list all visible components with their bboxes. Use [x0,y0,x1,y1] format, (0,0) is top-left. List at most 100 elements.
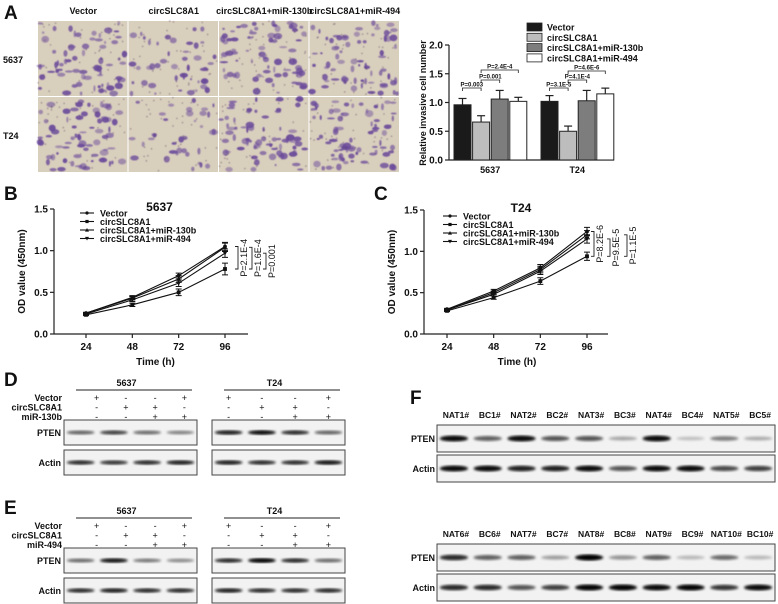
membrane-pore [78,114,81,116]
cell [199,125,204,128]
band [166,460,195,465]
cell [96,73,104,77]
cell [254,159,260,166]
membrane-pore [167,61,169,63]
membrane-pore [121,40,124,43]
cell [228,102,236,108]
membrane-pore [164,157,166,160]
membrane-pore [206,69,208,72]
treatment-sign: - [227,531,230,541]
membrane-pore [252,35,254,38]
membrane-pore [350,99,352,102]
membrane-pore [239,79,241,82]
band [608,465,638,472]
cell [72,55,78,61]
band [710,555,739,560]
membrane-pore [227,52,229,54]
membrane-pore [242,108,245,111]
membrane-pore [331,135,333,138]
membrane-pore [287,98,289,100]
cell [194,89,198,93]
cell [268,153,277,161]
band [66,588,95,593]
sample-label: BC6# [479,529,501,539]
cell [54,61,58,69]
cell-line-header: 5637 [116,506,136,516]
membrane-pore [193,89,195,92]
legend-label: circSLC8A1+miR-130b [463,229,560,239]
cell [164,34,172,40]
treatment-sign: + [182,540,187,550]
membrane-pore [343,91,346,93]
p-value-label: P=2.1E-4 [239,239,249,277]
marker-square [491,295,496,300]
sample-label: NAT8# [578,529,605,539]
cell [98,32,102,39]
treatment-sign: - [227,403,230,413]
legend-label: circSLC8A1 [100,217,151,227]
cell [299,84,307,90]
cell [49,168,57,172]
cell [171,142,177,145]
cell [52,25,57,32]
membrane-pore [86,160,88,162]
treatment-sign: + [152,531,157,541]
cell [330,153,335,157]
marker-triangle-up [448,231,452,235]
treatment-sign: + [182,412,187,422]
cell [365,108,369,114]
membrane-pore [259,53,261,55]
condition-label: Vector [34,521,62,531]
membrane-pore [209,73,211,75]
cell [360,160,369,164]
cell [241,137,250,145]
panel-f-western-blot: NAT1# BC1# NAT2# BC2# NAT3# BC3# NAT4# BC4# NAT5… [411,410,776,602]
cell [310,24,316,31]
membrane-pore [228,81,230,83]
membrane-pore [296,29,299,32]
membrane-pore [335,43,338,45]
membrane-pore [229,49,231,52]
membrane-pore [176,117,178,120]
membrane-pore [143,146,146,149]
membrane-pore [188,84,190,86]
marker-square [223,267,227,271]
panel-d-western-blot: 5637+ - - +- + + -- - + +T24+ - - +- + + -- - + +Vectorcir… [11,378,346,476]
membrane-pore [176,50,178,52]
cell [200,41,205,44]
cell [271,82,275,88]
membrane-pore [47,120,49,122]
cell [129,90,134,97]
cell [39,74,46,80]
cell [117,158,127,165]
cell [199,110,207,116]
cell [67,44,75,51]
membrane-pore [263,43,265,46]
treatment-sign: - [154,521,157,531]
membrane-pore [43,74,45,76]
cell [353,31,360,37]
cell [163,118,169,121]
treatment-sign: - [327,531,330,541]
treatment-sign: - [227,540,230,550]
band [314,558,343,563]
cell [64,70,73,73]
cell [226,126,236,131]
membrane-pore [160,98,162,101]
cell [197,161,202,166]
marker-triangle-down [584,237,590,242]
cell [362,40,367,44]
band [676,584,705,591]
panel-c-line-chart: 0.0 0.5 1.0 1.5 24 48 72 96 Time (h) OD value (45… [387,201,638,368]
membrane-pore [221,105,224,108]
cell [62,146,70,149]
membrane-pore [228,162,231,164]
membrane-pore [220,138,222,141]
cell [55,68,60,74]
cell [36,64,46,68]
y-axis-label: OD value (450nm) [387,230,398,314]
membrane-pore [226,158,228,160]
cell [119,61,127,65]
cell [261,115,270,119]
y-tick-label: 2.0 [429,41,443,52]
